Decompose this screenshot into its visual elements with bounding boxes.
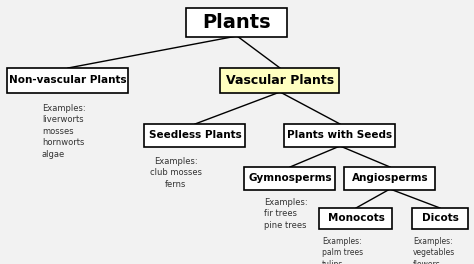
- Text: Seedless Plants: Seedless Plants: [149, 130, 241, 140]
- Text: Monocots: Monocots: [328, 213, 384, 223]
- Text: Examples:
liverworts
mosses
hornworts
algae: Examples: liverworts mosses hornworts al…: [42, 104, 86, 159]
- Text: Plants with Seeds: Plants with Seeds: [287, 130, 392, 140]
- Text: Non-vascular Plants: Non-vascular Plants: [9, 75, 127, 85]
- Text: Examples:
vegetables
flowers: Examples: vegetables flowers: [413, 237, 455, 264]
- FancyBboxPatch shape: [412, 208, 468, 229]
- Text: Plants: Plants: [203, 12, 271, 31]
- Text: Gymnosperms: Gymnosperms: [248, 173, 332, 183]
- Text: Examples:
fir trees
pine trees: Examples: fir trees pine trees: [264, 198, 308, 230]
- FancyBboxPatch shape: [186, 7, 288, 36]
- FancyBboxPatch shape: [319, 208, 392, 229]
- Text: Vascular Plants: Vascular Plants: [226, 73, 334, 87]
- FancyBboxPatch shape: [345, 167, 436, 190]
- Text: Angiosperms: Angiosperms: [352, 173, 428, 183]
- Text: Examples:
club mosses
ferns: Examples: club mosses ferns: [150, 157, 202, 189]
- Text: Dicots: Dicots: [421, 213, 458, 223]
- FancyBboxPatch shape: [8, 68, 128, 92]
- FancyBboxPatch shape: [220, 68, 339, 92]
- FancyBboxPatch shape: [284, 124, 395, 147]
- FancyBboxPatch shape: [245, 167, 336, 190]
- FancyBboxPatch shape: [145, 124, 246, 147]
- Text: Examples:
palm trees
tulips
lillies
orchids: Examples: palm trees tulips lillies orch…: [322, 237, 363, 264]
